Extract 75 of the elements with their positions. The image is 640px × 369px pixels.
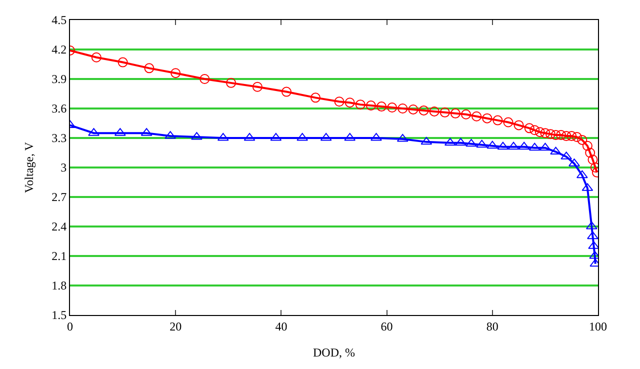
point bbox=[476, 140, 488, 148]
point bbox=[524, 123, 534, 134]
point bbox=[486, 140, 498, 149]
point bbox=[344, 98, 355, 108]
point bbox=[550, 130, 561, 140]
point bbox=[252, 82, 262, 92]
x-tick-label: 80 bbox=[486, 319, 498, 334]
point bbox=[144, 63, 154, 74]
y-axis-title: Voltage, V bbox=[22, 142, 36, 193]
point bbox=[540, 142, 551, 151]
point bbox=[366, 100, 376, 111]
point bbox=[226, 78, 236, 88]
point bbox=[398, 104, 408, 114]
point bbox=[530, 125, 540, 136]
point bbox=[585, 148, 596, 158]
y-tick-label: 3.3 bbox=[52, 131, 67, 146]
point bbox=[572, 132, 582, 142]
point bbox=[503, 117, 514, 128]
point bbox=[418, 105, 429, 116]
point bbox=[334, 96, 344, 107]
point bbox=[508, 142, 520, 150]
point bbox=[444, 138, 456, 146]
point bbox=[455, 138, 466, 146]
point bbox=[534, 127, 545, 138]
point bbox=[556, 130, 566, 140]
y-tick-label: 2.1 bbox=[52, 249, 67, 264]
point bbox=[566, 131, 577, 142]
y-tick-label: 4.2 bbox=[52, 42, 67, 57]
point bbox=[408, 104, 418, 114]
y-tick-label: 3.6 bbox=[52, 102, 67, 116]
point bbox=[545, 129, 556, 140]
x-tick-label: 100 bbox=[589, 319, 607, 334]
point bbox=[472, 111, 482, 122]
point bbox=[387, 102, 398, 113]
point bbox=[376, 102, 387, 112]
y-tick-label: 2.7 bbox=[52, 190, 67, 204]
y-tick-label: 4.5 bbox=[52, 13, 67, 28]
point bbox=[450, 108, 460, 118]
point bbox=[582, 140, 592, 151]
point bbox=[420, 136, 432, 145]
point bbox=[440, 107, 450, 118]
x-axis-title: DOD, % bbox=[313, 345, 355, 360]
point bbox=[497, 142, 509, 150]
point bbox=[429, 106, 440, 116]
point bbox=[466, 138, 477, 147]
point bbox=[577, 134, 588, 145]
point bbox=[518, 142, 530, 150]
x-tick-label: 20 bbox=[170, 319, 182, 334]
point bbox=[528, 142, 540, 151]
point bbox=[588, 154, 598, 165]
point bbox=[91, 52, 102, 62]
point bbox=[118, 57, 128, 68]
point bbox=[281, 86, 292, 97]
x-tick-label: 60 bbox=[380, 319, 393, 334]
point bbox=[461, 109, 471, 120]
y-tick-label: 1.8 bbox=[52, 278, 67, 293]
point bbox=[396, 134, 408, 142]
point bbox=[550, 146, 562, 155]
point bbox=[310, 92, 321, 103]
x-tick-label: 0 bbox=[67, 319, 73, 334]
point bbox=[514, 120, 524, 130]
y-tick-label: 3.9 bbox=[52, 72, 67, 86]
point bbox=[492, 115, 503, 126]
point bbox=[200, 74, 210, 84]
point bbox=[576, 170, 588, 178]
y-tick-label: 3 bbox=[60, 160, 67, 175]
y-tick-label: 1.5 bbox=[52, 308, 67, 322]
x-tick-label: 40 bbox=[275, 319, 288, 334]
point bbox=[561, 131, 572, 142]
point bbox=[587, 231, 598, 240]
y-tick-label: 2.4 bbox=[52, 220, 67, 234]
point bbox=[482, 113, 492, 124]
point bbox=[355, 100, 366, 110]
point bbox=[170, 68, 181, 78]
point bbox=[540, 128, 550, 138]
